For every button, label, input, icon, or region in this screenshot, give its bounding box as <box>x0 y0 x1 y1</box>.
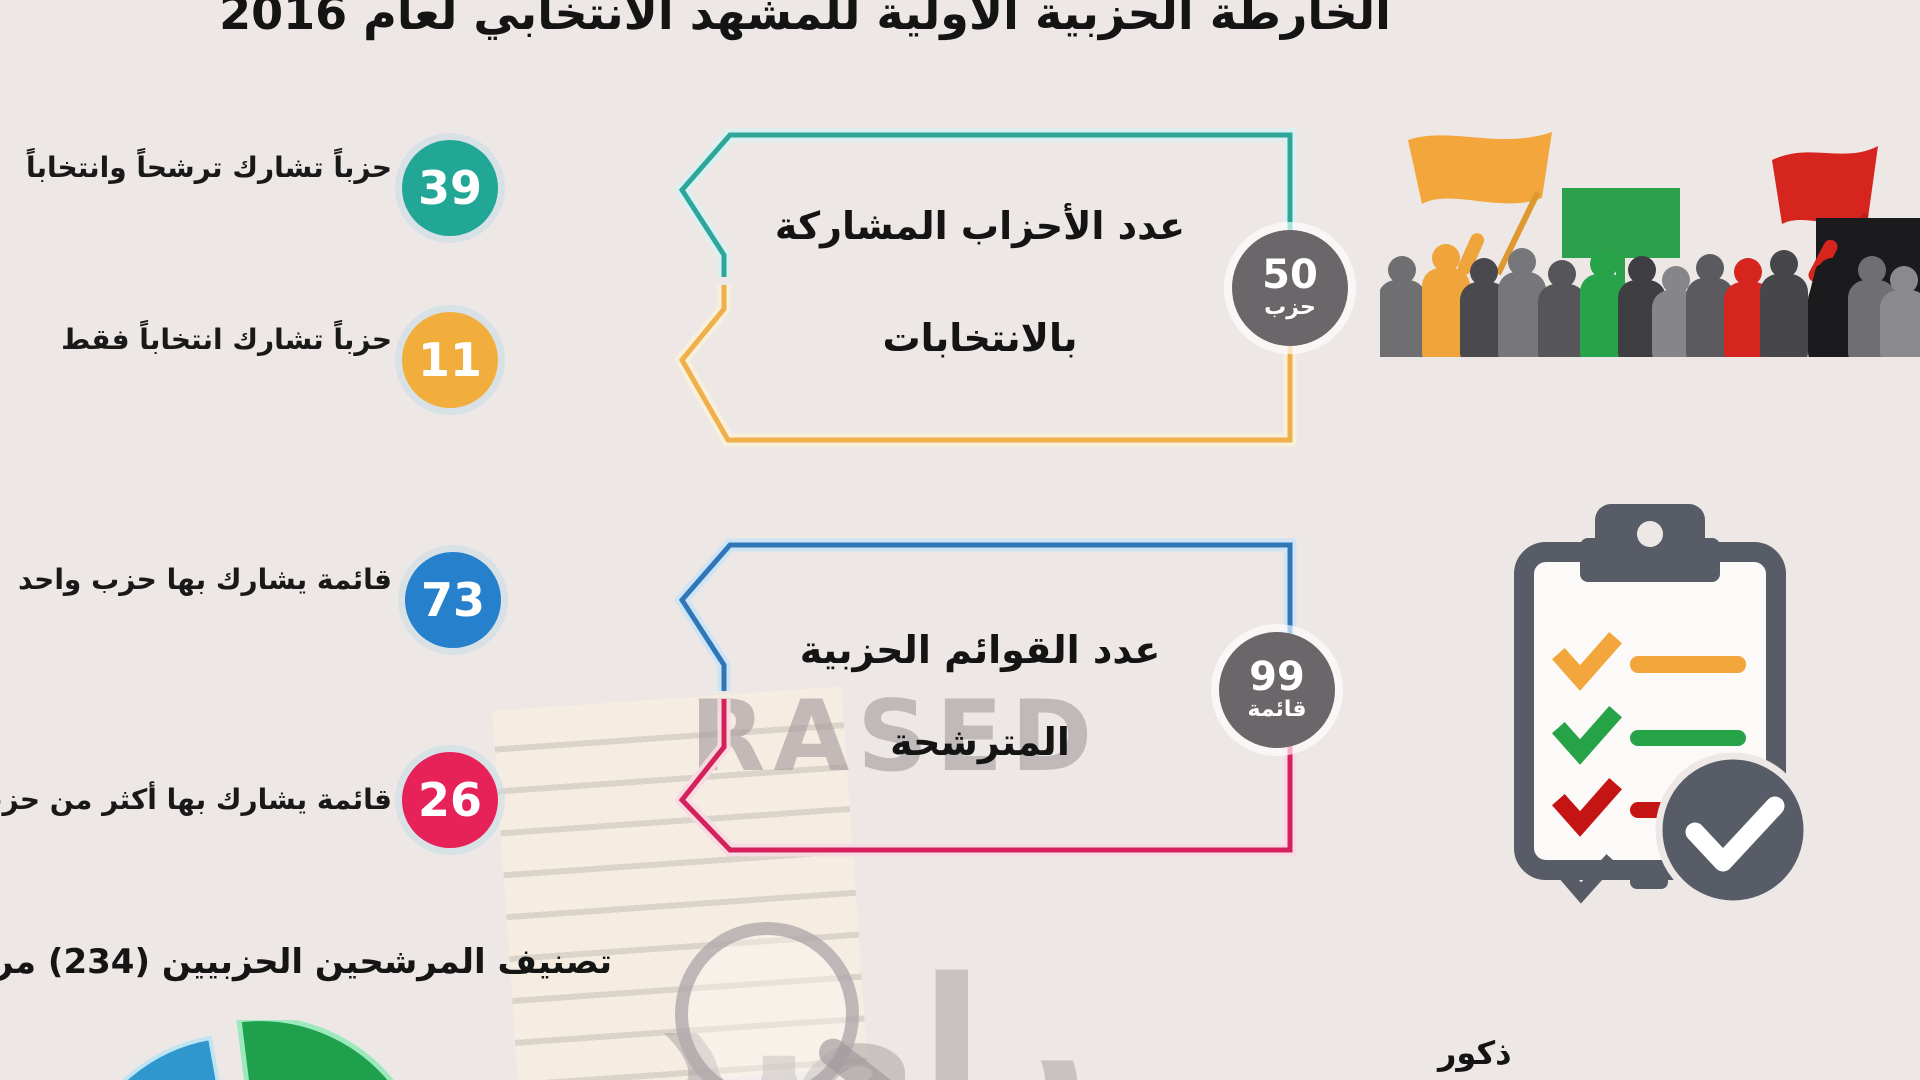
green-placard-icon <box>1562 188 1680 258</box>
crowd-protest-illustration <box>1380 132 1920 357</box>
checklist-row-gray <box>1558 854 1668 904</box>
crowd-figures <box>1380 233 1920 357</box>
lists-total-value: 99 <box>1249 654 1305 700</box>
parties-total-value: 50 <box>1262 252 1318 298</box>
lists-bracket <box>673 538 1297 857</box>
lists-heading-line2: المترشحة <box>890 720 1070 764</box>
parties-both-label: حزباً تشارك ترشحاً وانتخاباً <box>26 151 392 184</box>
parties-both-count-badge: 39 <box>402 140 498 236</box>
parties-vote-only-label: حزباً تشارك انتخاباً فقط <box>61 323 392 356</box>
parties-heading-line1: عدد الأحزاب المشاركة <box>774 204 1186 248</box>
check-circle-icon <box>1655 752 1810 908</box>
lists-total-badge: 99 قائمة <box>1219 632 1335 748</box>
checklist-row-orange <box>1551 632 1746 691</box>
bracket-yellow-path <box>678 277 1293 443</box>
bracket-teal-path <box>678 132 1293 277</box>
lists-multi-party-label: قائمة يشارك بها أكثر من حزب <box>0 783 392 816</box>
parties-bracket <box>673 128 1297 447</box>
candidates-classification-caption: تصنيف المرشحين الحزبيين (234) مرشحاً <box>0 942 612 982</box>
red-flag-icon <box>1772 146 1878 224</box>
pie-slice-green <box>236 1020 394 1080</box>
parties-total-unit: حزب <box>1264 295 1316 320</box>
lists-one-party-count-badge: 73 <box>405 552 501 648</box>
bracket-blue-path <box>678 542 1293 691</box>
rased-watermark-latin: RASED <box>690 680 1101 794</box>
gender-pie-chart <box>122 1020 394 1080</box>
page-title: الخارطة الحزبية الأولية للمشهد الانتخابي… <box>219 0 1391 40</box>
lists-one-party-label: قائمة يشارك بها حزب واحد <box>17 563 392 596</box>
lists-multi-party-count-badge: 26 <box>402 752 498 848</box>
checklist-row-green <box>1551 706 1746 765</box>
clipboard-checklist-icon <box>1514 504 1810 908</box>
lists-heading-line1: عدد القوائم الحزبية <box>799 628 1161 672</box>
pie-label-males: ذكور <box>1438 1034 1512 1072</box>
parties-heading-line2: بالانتخابات <box>882 316 1078 360</box>
parties-vote-only-count-badge: 11 <box>402 312 498 408</box>
orange-flag-icon <box>1408 132 1552 204</box>
bracket-pink-path <box>678 691 1293 853</box>
parties-total-badge: 50 حزب <box>1232 230 1348 346</box>
lists-total-unit: قائمة <box>1247 697 1307 722</box>
pie-slice-blue <box>122 1035 220 1080</box>
